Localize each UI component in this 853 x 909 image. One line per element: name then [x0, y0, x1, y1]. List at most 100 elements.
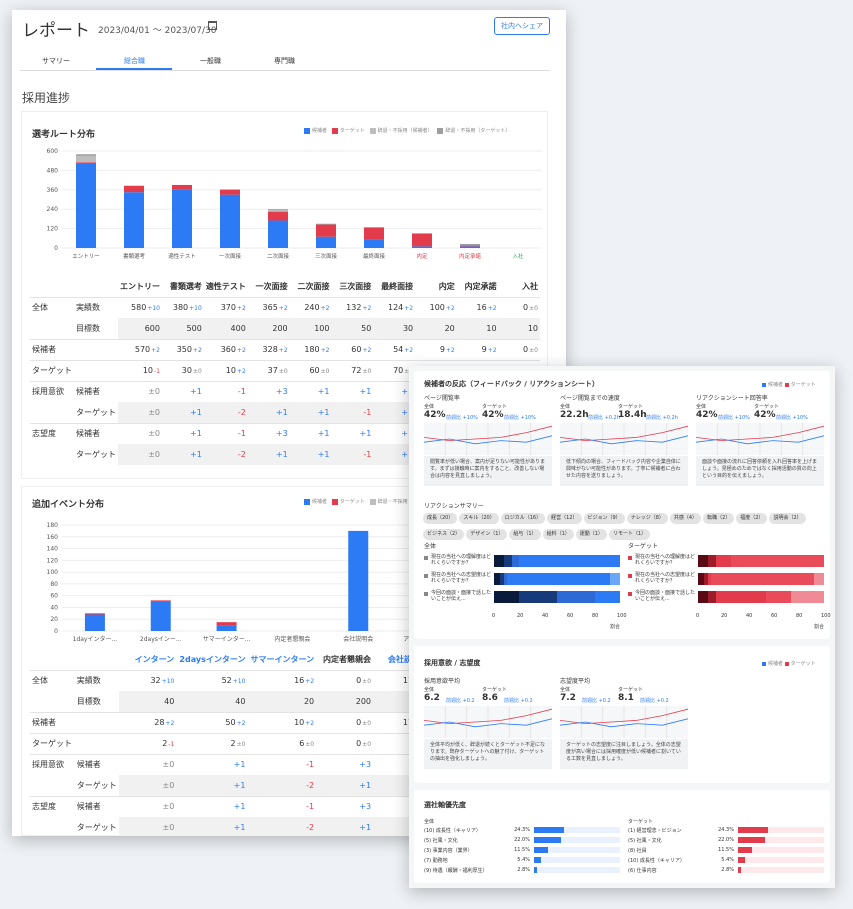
page-title: レポート: [22, 21, 90, 41]
reaction-chip[interactable]: ナレッジ（8）: [626, 513, 668, 524]
row-label: 実績数: [76, 676, 101, 686]
cell-value: 16: [294, 676, 305, 686]
bar-候補者: [150, 601, 171, 631]
table-cell: +1: [247, 402, 290, 423]
cell-value: +1: [359, 823, 372, 832]
priority-bar: [534, 857, 541, 863]
stacked-segment: [715, 555, 731, 567]
column-header[interactable]: 内定者懇親会: [323, 654, 372, 664]
cell-value: 2: [162, 739, 168, 748]
legend-declined-candidate: 辞退・不採用（候補者）: [377, 128, 433, 134]
reaction-chip[interactable]: 運動（1）: [575, 529, 607, 540]
cell-value: 60: [309, 366, 320, 375]
row-label: [74, 339, 118, 360]
cell-delta: +2: [404, 305, 414, 313]
route-table: エントリー 書類選考 適性テスト 一次面接 二次面接 三次面接 最終面接 内定 内定承諾 入社 全体…: [30, 276, 540, 465]
tab-summary[interactable]: サマリー: [42, 57, 70, 65]
tab-general-track[interactable]: 総合職: [124, 57, 145, 65]
cell-delta: +2: [320, 347, 330, 354]
priority-pct: 22.0%: [718, 837, 734, 843]
motivation-title: 採用意欲 / 志望度: [424, 659, 481, 667]
stacked-segment: [708, 555, 716, 567]
row-group-label: 全体: [32, 676, 48, 686]
reaction-chip[interactable]: 共感（4）: [669, 513, 702, 524]
priority-bar: [534, 827, 565, 833]
events-bar-chart: 0 20 40 60 80 100 120 140 160 180 1dayインター... 2days…: [47, 522, 457, 643]
metric-target-value: 42%: [482, 410, 504, 420]
priority-track: [738, 827, 824, 833]
reaction-chip[interactable]: 転職（2）: [703, 513, 735, 524]
reaction-target-label: ターゲット: [628, 543, 659, 550]
reaction-chip[interactable]: ビジネス（2）: [423, 529, 465, 540]
header-spacer: [75, 649, 120, 670]
calendar-icon[interactable]: [208, 21, 217, 30]
route-title: 選考ルート分布: [32, 130, 96, 140]
column-header[interactable]: 2daysインターン: [179, 654, 246, 664]
cell-value: -1: [237, 429, 246, 439]
reaction-chip[interactable]: ロジカル（16）: [500, 513, 546, 524]
bar-辞退・不採用（候補者）: [220, 188, 240, 190]
reaction-chip[interactable]: 給料（1）: [542, 529, 574, 540]
column-header[interactable]: サマーインターン: [250, 654, 315, 664]
metric-note: 面談や面接の流れに回答依頼を入れ回答率を上げましょう。見極めのためではなく採用活…: [696, 456, 824, 486]
column-header[interactable]: 会社説明会: [388, 654, 428, 664]
table-cell: +3: [316, 754, 373, 775]
stacked-segment: [494, 555, 505, 567]
stacked-segment: [511, 555, 520, 567]
y-tick-label: 100: [47, 569, 59, 576]
cell-value: 360: [220, 345, 236, 354]
date-range[interactable]: 2023/04/01 〜 2023/07/30: [98, 26, 217, 36]
column-header[interactable]: インターン: [134, 654, 175, 664]
reaction-chip[interactable]: デザイン（1）: [466, 529, 508, 540]
share-button[interactable]: 社内へシェア: [494, 17, 550, 35]
reaction-chip[interactable]: 経営（12）: [547, 513, 582, 524]
reaction-chip[interactable]: ビジョン（9）: [583, 513, 625, 524]
priority-track: [534, 857, 620, 863]
bar-ターゲット: [412, 233, 432, 247]
cell-value: ±0: [162, 780, 175, 790]
cell-value: 32: [150, 676, 161, 686]
cell-value: 6: [299, 739, 305, 748]
reaction-chip[interactable]: リモート（1）: [608, 529, 651, 540]
table-cell: 6±0: [247, 733, 316, 754]
row-group-label: 候補者: [32, 345, 56, 354]
reaction-chip[interactable]: 説明会（2）: [769, 513, 806, 524]
table-cell: +1: [331, 381, 373, 402]
stacked-segment: [704, 573, 709, 585]
cell-value: 9: [439, 345, 445, 354]
cell-value: +1: [190, 387, 202, 397]
table-header-row: インターン 2daysインターン サマーインターン 内定者懇親会 会社説明会: [30, 649, 430, 670]
cell-value: 100: [429, 303, 445, 313]
reaction-card: 候補者の反応（フィードバック / リアクションシート） 候補者 ターゲット リア…: [414, 371, 831, 639]
cell-value: 10: [294, 718, 305, 727]
cell-value: -2: [306, 823, 315, 832]
cell-value: 400: [230, 323, 246, 333]
cell-value: 350: [176, 345, 192, 354]
metric-target-label: ターゲット: [482, 687, 508, 693]
priority-target-label: ターゲット: [628, 819, 654, 825]
axis-tick-label: 20: [517, 613, 524, 619]
reaction-chip[interactable]: 給与（1）: [509, 529, 541, 540]
table-cell: 72±0: [331, 360, 373, 381]
bar-ターゲット: [268, 211, 288, 221]
tab-clerical[interactable]: 一般職: [200, 57, 221, 65]
priority-track: [534, 837, 620, 843]
legend-target: ターゲット: [790, 382, 816, 388]
cell-value: -1: [363, 450, 372, 459]
table-cell: 200: [316, 691, 374, 712]
legend-swatch-candidate: [762, 382, 766, 387]
reaction-chip[interactable]: スキル（20）: [459, 513, 499, 524]
table-cell: 30: [373, 318, 416, 339]
cell-delta: +10: [232, 678, 246, 686]
bar-候補者: [348, 530, 369, 631]
tab-specialist[interactable]: 専門職: [274, 57, 295, 65]
cell-value: 52: [221, 676, 232, 686]
stacked-segment: [557, 591, 595, 603]
table-cell: +1: [316, 817, 374, 836]
reaction-chip[interactable]: 福度（2）: [736, 513, 768, 524]
trend-chart: [560, 423, 688, 455]
table-cell: 0±0: [316, 670, 373, 691]
y-tick-label: 60: [50, 593, 58, 600]
cell-value: 328: [262, 345, 278, 354]
reaction-chip[interactable]: 成長（20）: [423, 513, 458, 524]
